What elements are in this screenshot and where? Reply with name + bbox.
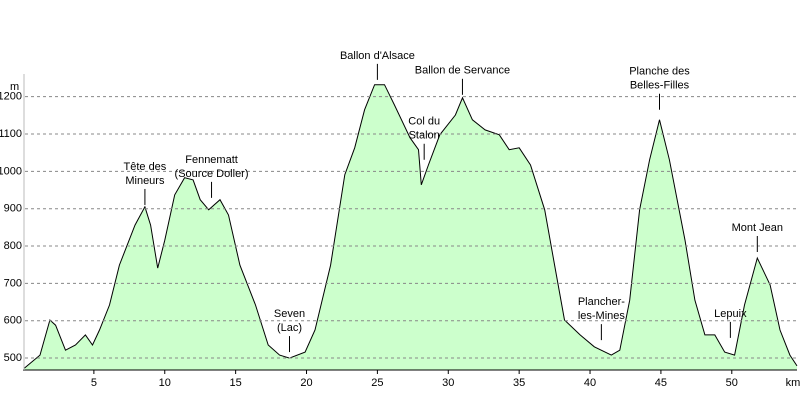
y-tick-label: 1200 [0, 91, 22, 103]
x-tick-label: 20 [300, 377, 312, 389]
annotation-label: Fennematt [185, 154, 238, 166]
y-tick-label: 1100 [0, 128, 22, 140]
annotation-label: Seven [274, 308, 305, 320]
annotation-label: Mont Jean [732, 222, 783, 234]
x-tick-label: 35 [513, 377, 525, 389]
x-tick-label: 5 [91, 377, 97, 389]
x-axis-label: km [786, 377, 800, 389]
y-tick-label: 600 [4, 315, 22, 327]
annotation-label: Plancher- [578, 296, 625, 308]
annotation-label: (Source Doller) [175, 168, 249, 180]
annotation-label: Lepuix [714, 308, 747, 320]
x-tick-label: 15 [230, 377, 242, 389]
elevation-line [24, 84, 798, 369]
annotation-label: Col du [408, 116, 440, 128]
x-tick-label: 45 [655, 377, 667, 389]
annotation-label: les-Mines [578, 310, 626, 322]
y-axis-label: m [10, 81, 19, 93]
annotation-label: (Lac) [277, 322, 302, 334]
annotation-label: Tête des [124, 161, 167, 173]
annotation-label: Ballon de Servance [415, 65, 510, 77]
x-tick-label: 40 [584, 377, 596, 389]
y-tick-label: 800 [4, 240, 22, 252]
y-tick-label: 500 [4, 352, 22, 364]
x-tick-label: 10 [159, 377, 171, 389]
x-tick-label: 50 [726, 377, 738, 389]
y-tick-label: 700 [4, 277, 22, 289]
x-tick-label: 30 [442, 377, 454, 389]
annotation-label: Stalon [409, 130, 440, 142]
y-tick-label: 1000 [0, 165, 22, 177]
elevation-area [24, 84, 797, 370]
annotation-label: Planche des [629, 66, 690, 78]
annotation-label: Ballon d'Alsace [340, 50, 415, 62]
annotation-label: Mineurs [125, 175, 165, 187]
x-tick-label: 25 [371, 377, 383, 389]
y-tick-label: 900 [4, 203, 22, 215]
annotation-label: Belles-Filles [630, 80, 690, 92]
